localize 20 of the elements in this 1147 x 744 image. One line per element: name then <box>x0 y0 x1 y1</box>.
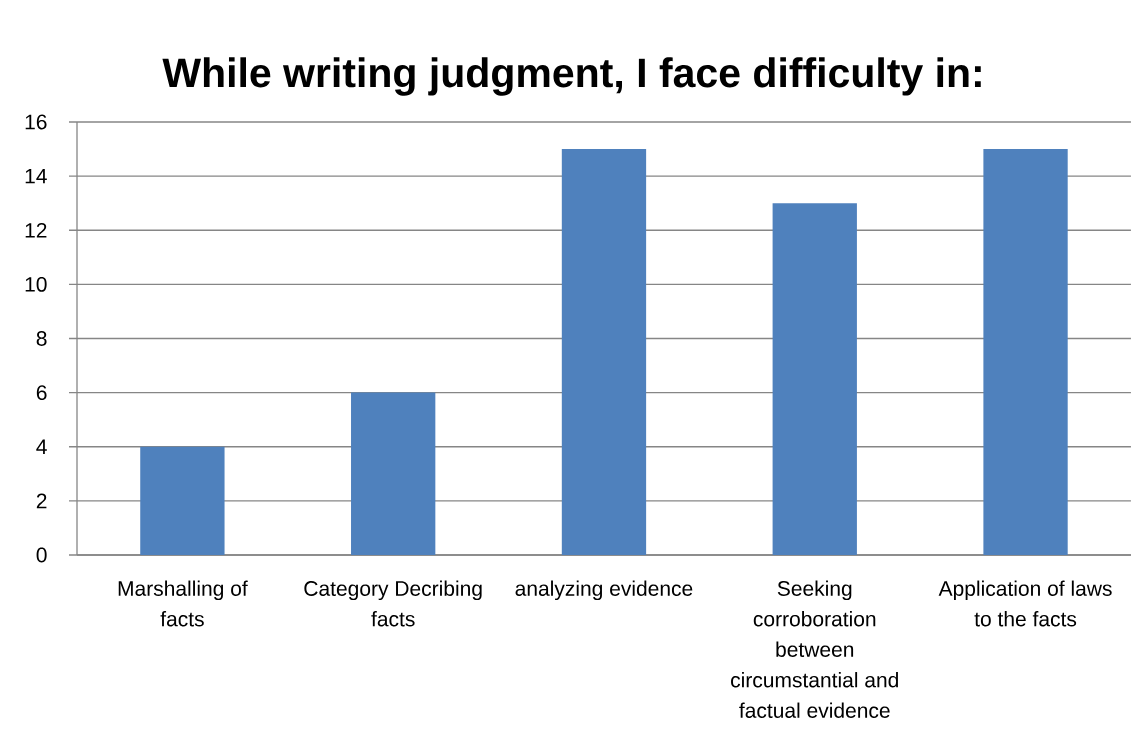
y-tick-label: 0 <box>36 547 47 563</box>
x-tick-label: analyzing evidence <box>515 580 693 601</box>
bar <box>561 149 647 555</box>
y-tick-label: 6 <box>36 385 47 401</box>
y-tick-label: 14 <box>25 168 47 184</box>
y-tick-label: 10 <box>25 276 47 292</box>
y-tick-label: 16 <box>25 114 47 130</box>
x-tick-label: Category Decribing facts <box>304 580 482 627</box>
x-tick-label: Application of laws to the facts <box>938 580 1112 627</box>
chart-title: While writing judgment, I face difficulty in: <box>162 57 981 96</box>
y-tick-label: 2 <box>36 493 47 509</box>
bar <box>140 446 225 555</box>
bar <box>772 203 857 555</box>
y-tick-label: 12 <box>25 222 47 238</box>
bar <box>983 149 1068 555</box>
bar <box>351 392 436 555</box>
y-tick-label: 4 <box>36 439 47 454</box>
x-tick-label: Seeking corroboration between circumstantial and factual evidence <box>731 580 898 718</box>
x-tick-label: Marshalling of facts <box>118 580 248 627</box>
y-tick-label: 8 <box>36 331 47 346</box>
